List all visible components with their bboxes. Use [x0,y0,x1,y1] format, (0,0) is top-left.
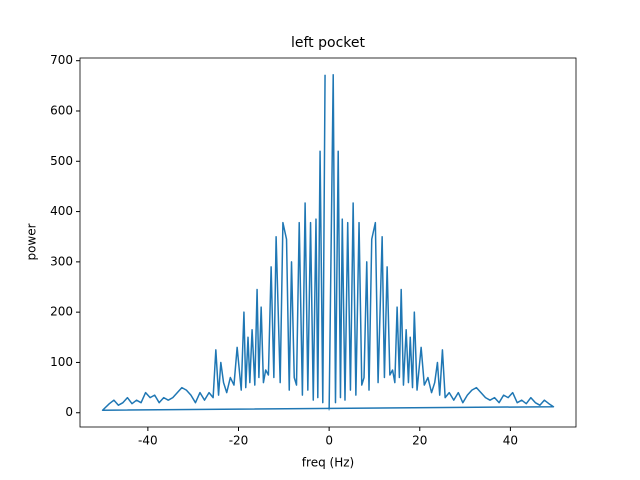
y-tick-label: 300 [50,254,73,268]
y-tick-label: 400 [50,204,73,218]
y-tick-label: 600 [50,103,73,117]
line [101,74,555,411]
y-tick-label: 700 [50,53,73,67]
x-tick-label: -40 [138,434,158,448]
y-tick-label: 100 [50,355,73,369]
x-tick-label: 20 [412,434,427,448]
plot-frame [79,57,577,428]
x-tick-label: 40 [503,434,518,448]
y-tick-label: 200 [50,305,73,319]
y-axis-label: power [25,223,39,260]
y-tick-label: 0 [65,405,73,419]
y-tick-label: 500 [50,154,73,168]
x-axis-label: freq (Hz) [302,456,354,470]
x-tick-label: -20 [229,434,249,448]
chart-title: left pocket [291,35,365,51]
x-tick-label: 0 [325,434,333,448]
